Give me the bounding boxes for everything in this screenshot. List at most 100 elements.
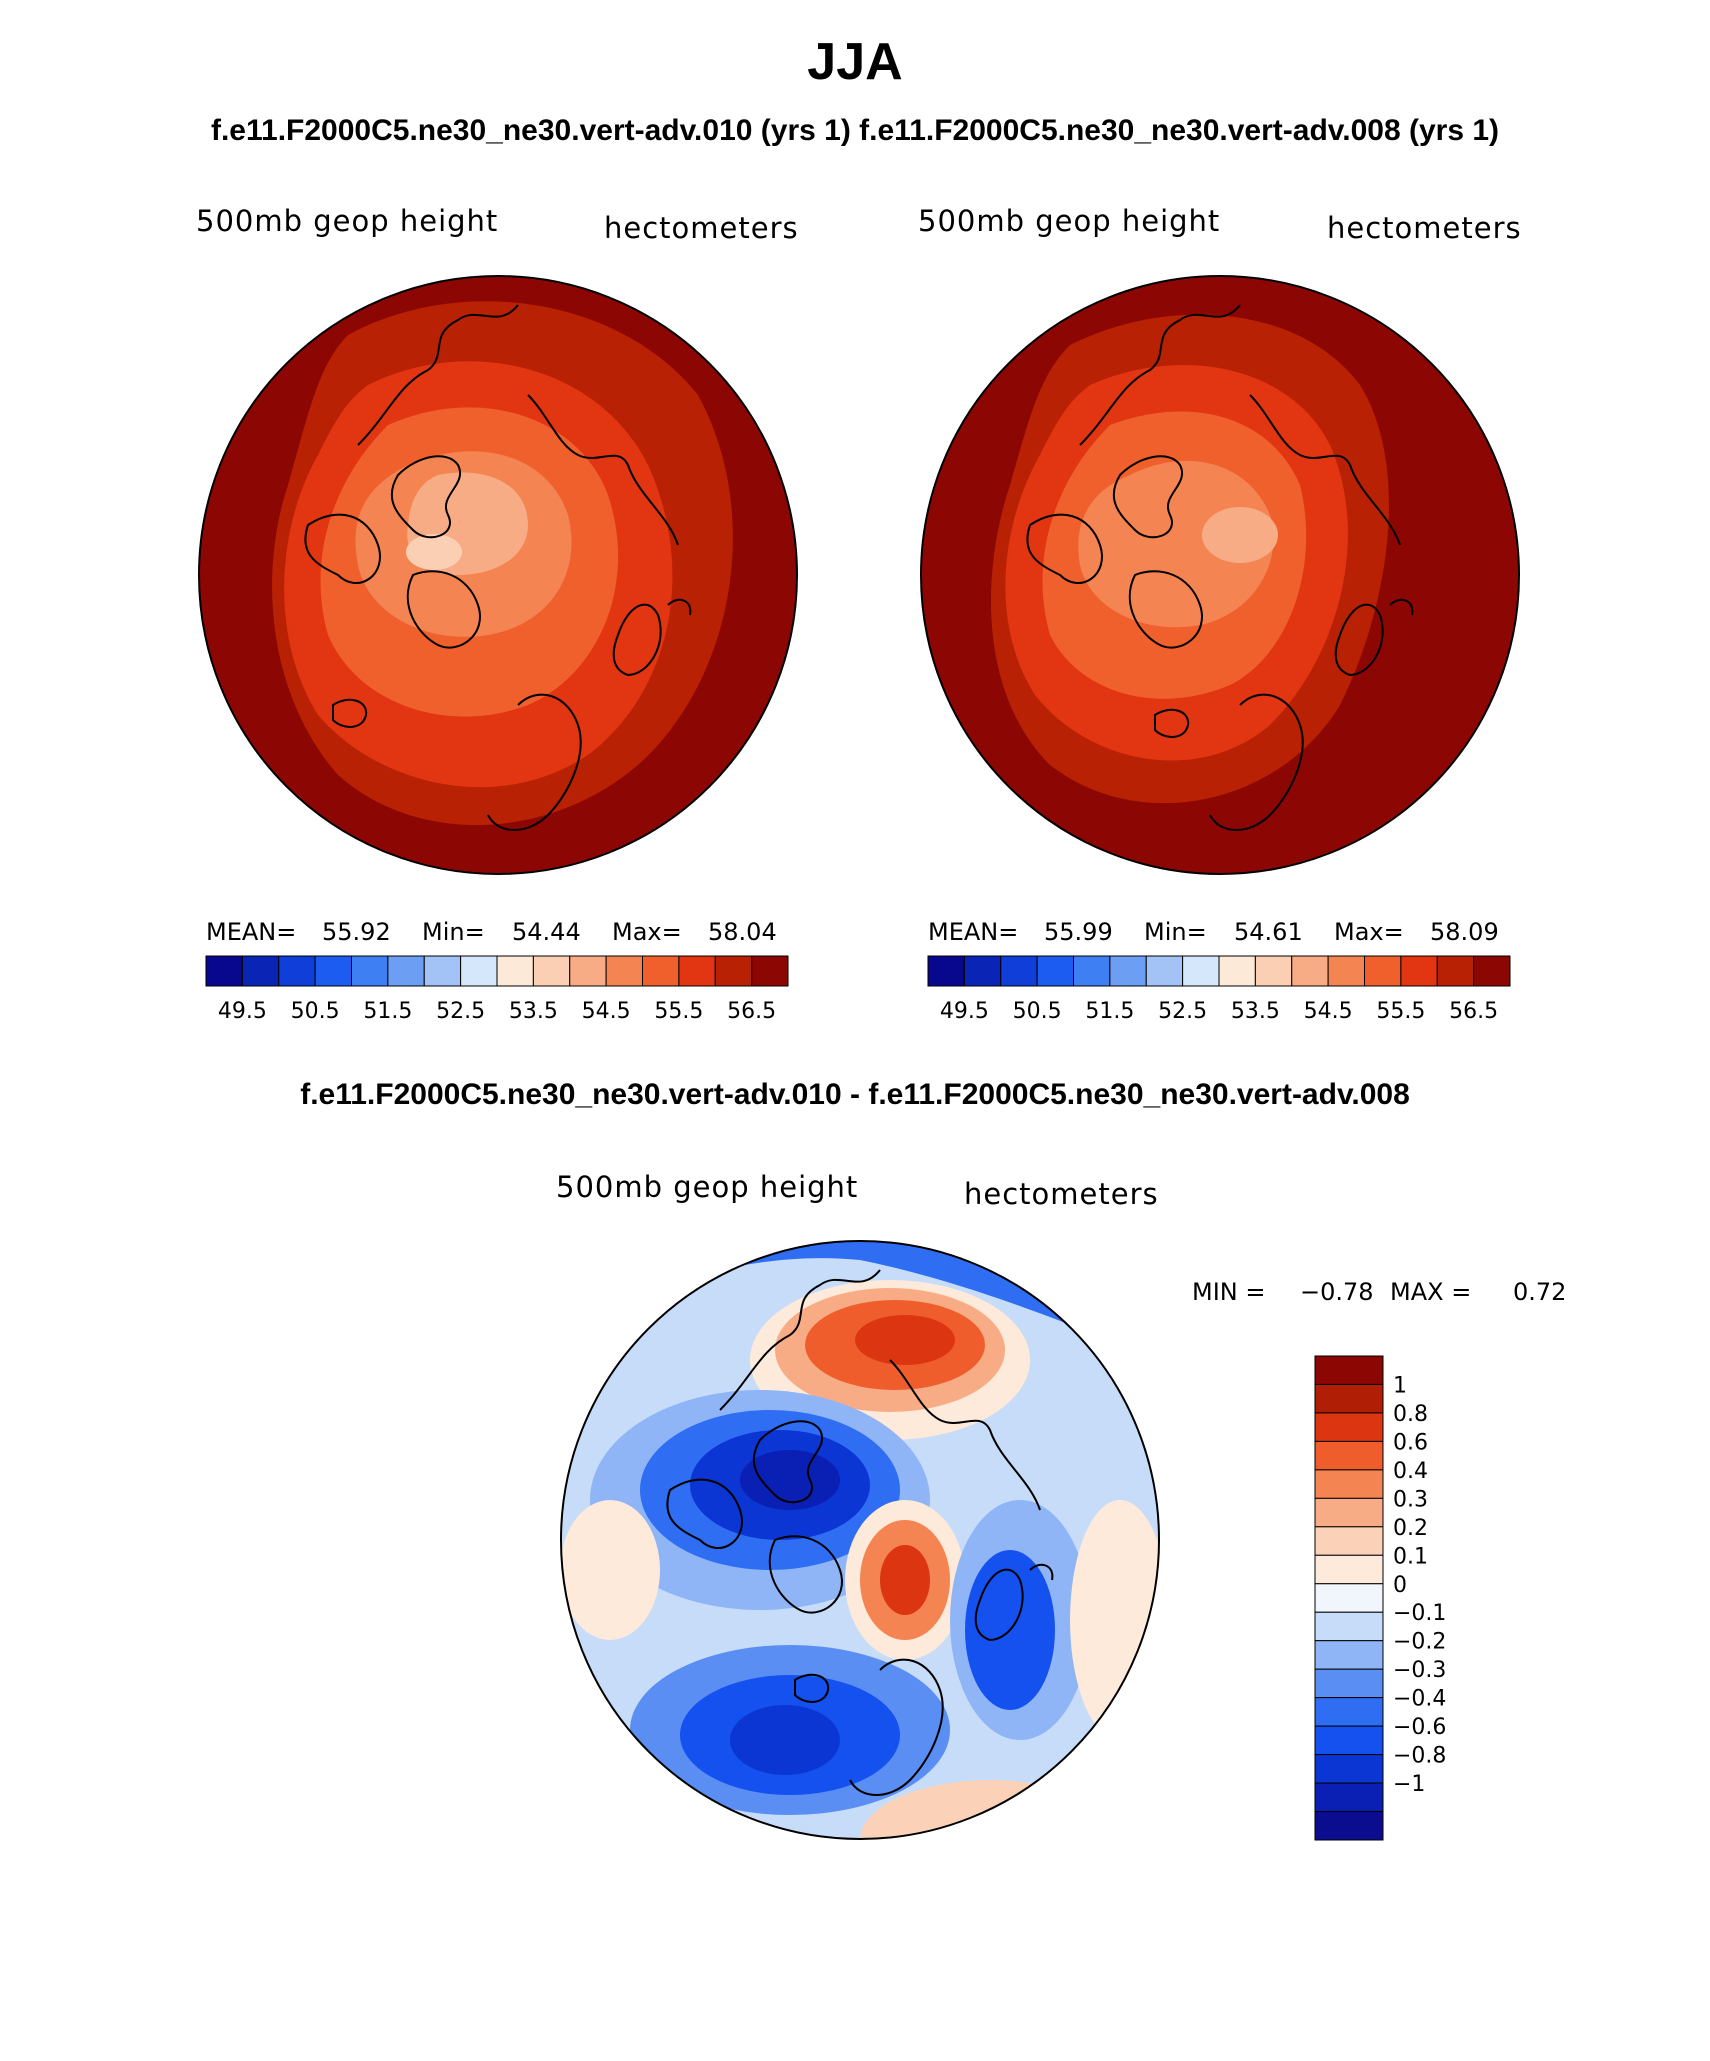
- case-titles: f.e11.F2000C5.ne30_ne30.vert-adv.010 (yr…: [210, 114, 1500, 147]
- right-colorbar-swatch: [1073, 955, 1111, 987]
- left-coastlines: [304, 304, 692, 831]
- diff-colorbar-tick-label: −0.2: [1393, 1630, 1446, 1655]
- diff-colorbar-tick-label: −0.8: [1393, 1744, 1446, 1769]
- right-colorbar-swatch: [963, 955, 1002, 987]
- right-contour-band: [1078, 460, 1274, 628]
- right-max-value: 58.09: [1430, 918, 1499, 946]
- left-colorbar-swatch: [714, 955, 753, 987]
- left-min-value: 54.44: [512, 918, 581, 946]
- diff-contour-band: [1070, 1500, 1159, 1740]
- right-colorbar-swatch: [1364, 955, 1402, 987]
- left-polar-map: [198, 275, 798, 875]
- right-min-label: Min=: [1144, 918, 1207, 946]
- difference-polar-map: [560, 1240, 1160, 1840]
- diff-colorbar-swatch: [1314, 1412, 1384, 1442]
- right-colorbar-ticks: 49.5 50.5 51.5 52.5 53.5 54.5 55.5 56.5: [940, 999, 1498, 1024]
- diff-colorbar-swatch: [1314, 1469, 1384, 1499]
- left-units-label: hectometers: [604, 211, 799, 245]
- diff-contour-band: [740, 1450, 840, 1510]
- right-colorbar: [927, 955, 1511, 987]
- diff-colorbar: 1 0.8 0.6 0.4 0.3 0.2 0.1 0 −0.1 −0.2 −0.3 −0.4 −0.6…: [1314, 1355, 1446, 1841]
- right-contour-band: [1202, 507, 1278, 563]
- left-colorbar-swatch: [751, 955, 789, 987]
- right-colorbar-swatch: [927, 955, 965, 987]
- left-colorbar-swatch: [423, 955, 462, 987]
- left-colorbar-swatch: [205, 955, 243, 987]
- right-colorbar-tick-label: 52.5: [1158, 999, 1207, 1024]
- right-colorbar-swatch: [1036, 955, 1074, 987]
- right-mean-label: MEAN=: [928, 918, 1019, 946]
- diff-contour-band: [860, 1780, 1120, 1839]
- diff-contour-band: [561, 1500, 660, 1640]
- left-colorbar-tick-label: 52.5: [436, 999, 485, 1024]
- diff-colorbar-tick-label: 0.2: [1393, 1516, 1428, 1541]
- diff-colorbar-swatch: [1314, 1554, 1384, 1585]
- left-colorbar-tick-label: 51.5: [363, 999, 412, 1024]
- right-variable-label: 500mb geop height: [918, 204, 1221, 238]
- diff-colorbar-swatch: [1314, 1754, 1384, 1784]
- right-colorbar-swatch: [1400, 955, 1438, 987]
- diff-colorbar-tick-label: −0.3: [1393, 1658, 1446, 1683]
- left-colorbar: [205, 955, 789, 987]
- left-colorbar-tick-label: 50.5: [291, 999, 340, 1024]
- diff-contour-band: [730, 1705, 840, 1775]
- diff-max-value: 0.72: [1513, 1278, 1567, 1306]
- diff-min-label: MIN =: [1192, 1278, 1266, 1306]
- left-colorbar-tick-label: 53.5: [509, 999, 558, 1024]
- diff-colorbar-tick-label: −0.6: [1393, 1715, 1446, 1740]
- difference-title: f.e11.F2000C5.ne30_ne30.vert-adv.010 - f…: [300, 1078, 1410, 1111]
- diff-colorbar-swatch: [1314, 1383, 1384, 1414]
- diff-colorbar-swatch: [1314, 1440, 1384, 1471]
- diff-units-label: hectometers: [964, 1177, 1159, 1211]
- left-colorbar-swatch: [496, 955, 534, 987]
- diff-colorbar-swatch: [1314, 1811, 1384, 1841]
- left-colorbar-tick-label: 55.5: [654, 999, 703, 1024]
- right-colorbar-swatch: [1254, 955, 1293, 987]
- right-colorbar-swatch: [1218, 955, 1256, 987]
- left-colorbar-swatch: [351, 955, 389, 987]
- diff-colorbar-tick-label: 0.1: [1393, 1544, 1428, 1569]
- diff-colorbar-swatch: [1314, 1697, 1384, 1727]
- diff-colorbar-tick-label: 0.4: [1393, 1459, 1428, 1484]
- left-colorbar-swatch: [278, 955, 316, 987]
- right-mean-value: 55.99: [1044, 918, 1113, 946]
- diff-colorbar-tick-label: 1: [1393, 1373, 1407, 1398]
- diff-colorbar-swatch: [1314, 1782, 1384, 1813]
- right-units-label: hectometers: [1327, 211, 1522, 245]
- left-mean-label: MEAN=: [206, 918, 297, 946]
- left-variable-label: 500mb geop height: [196, 204, 499, 238]
- right-colorbar-swatch: [1109, 955, 1147, 987]
- left-colorbar-swatch: [569, 955, 607, 987]
- diff-colorbar-swatch: [1314, 1668, 1384, 1699]
- right-min-value: 54.61: [1234, 918, 1303, 946]
- diff-colorbar-tick-label: 0.6: [1393, 1430, 1428, 1455]
- left-colorbar-swatch: [314, 955, 352, 987]
- right-colorbar-tick-label: 54.5: [1304, 999, 1353, 1024]
- diff-colorbar-tick-label: −1: [1393, 1772, 1425, 1797]
- diff-colorbar-swatch: [1314, 1725, 1384, 1756]
- right-colorbar-tick-label: 56.5: [1449, 999, 1498, 1024]
- diff-variable-label: 500mb geop height: [556, 1170, 859, 1204]
- left-colorbar-swatch: [460, 955, 498, 987]
- diff-max-label: MAX =: [1390, 1278, 1472, 1306]
- left-max-label: Max=: [612, 918, 682, 946]
- right-coastlines: [1026, 304, 1414, 831]
- diff-colorbar-tick-label: 0: [1393, 1573, 1407, 1598]
- right-colorbar-swatch: [1000, 955, 1038, 987]
- left-colorbar-ticks: 49.5 50.5 51.5 52.5 53.5 54.5 55.5 56.5: [218, 999, 776, 1024]
- diff-colorbar-swatch: [1314, 1497, 1384, 1528]
- diff-colorbar-swatch: [1314, 1526, 1384, 1556]
- right-colorbar-swatch: [1291, 955, 1329, 987]
- diff-colorbar-swatch: [1314, 1583, 1384, 1613]
- right-max-label: Max=: [1334, 918, 1404, 946]
- diff-coastlines: [666, 1269, 1054, 1796]
- right-colorbar-swatch: [1182, 955, 1220, 987]
- right-colorbar-tick-label: 51.5: [1085, 999, 1134, 1024]
- left-colorbar-swatch: [678, 955, 716, 987]
- diff-contour-band: [855, 1315, 955, 1365]
- left-contour-band: [406, 534, 462, 570]
- diff-colorbar-swatch: [1314, 1355, 1384, 1385]
- right-colorbar-tick-label: 49.5: [940, 999, 989, 1024]
- left-mean-value: 55.92: [322, 918, 391, 946]
- diff-colorbar-tick-label: 0.3: [1393, 1487, 1428, 1512]
